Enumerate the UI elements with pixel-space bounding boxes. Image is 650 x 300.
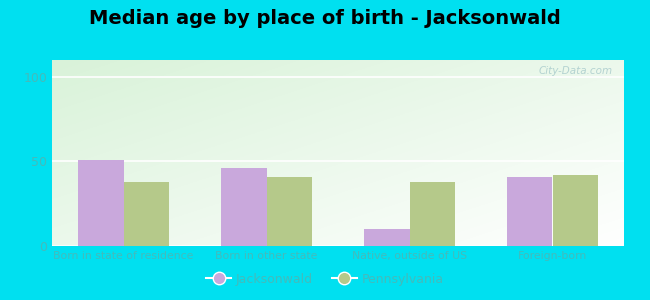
Bar [507,177,552,246]
Legend: Jacksonwald, Pennsylvania: Jacksonwald, Pennsylvania [201,268,449,291]
Bar [78,160,124,246]
Bar [266,177,312,246]
Bar [410,182,455,246]
Bar [221,168,266,246]
Bar [124,182,169,246]
Bar [364,229,410,246]
Bar [552,175,598,246]
Text: City-Data.com: City-Data.com [538,66,612,76]
Text: Median age by place of birth - Jacksonwald: Median age by place of birth - Jacksonwa… [89,9,561,28]
